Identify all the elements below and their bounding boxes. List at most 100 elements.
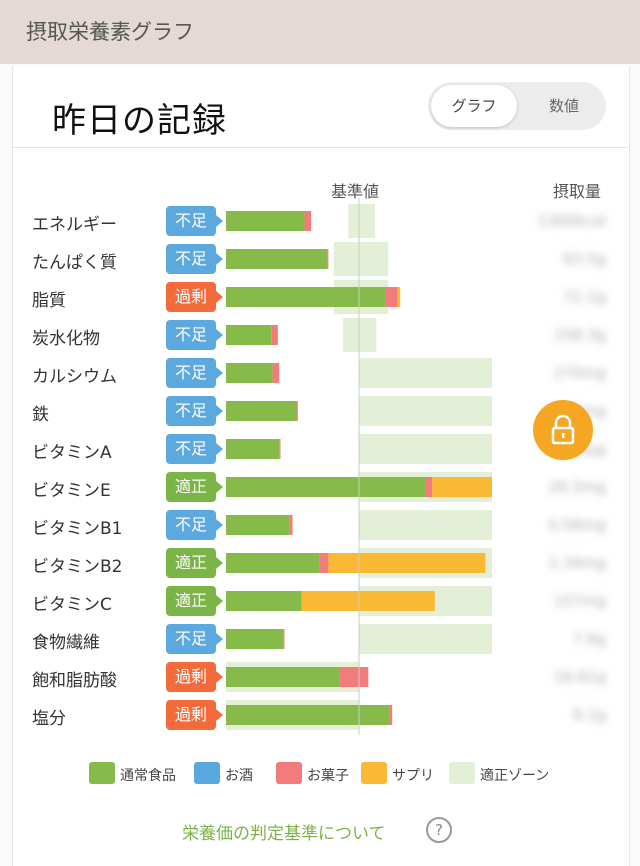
sweets-bar [272,363,280,383]
status-badge: 過剰 [166,662,223,692]
status-badge: 過剰 [166,700,223,730]
legend-swatch [89,762,115,784]
page-title: 摂取栄養素グラフ [26,20,194,44]
intake-amount: 72.1g [563,288,606,306]
nutrient-label: 脂質 [32,291,66,311]
reference-header: 基準値 [331,182,380,201]
status-badge: 不足 [166,434,223,464]
normal-food-bar [226,401,297,421]
legend-label: 適正ゾーン [480,768,550,784]
status-badge: 適正 [166,586,223,616]
status-badge: 不足 [166,244,223,274]
nutrient-label: 飽和脂肪酸 [32,671,117,691]
intake-amount: 8.1g [572,706,606,724]
zone-bar [359,434,492,464]
legend-swatch [194,762,220,784]
sweets-bar [327,249,329,269]
zone-bar [359,510,492,540]
legend-swatch [361,762,387,784]
sweets-bar [283,629,285,649]
tab-graph[interactable]: グラフ [431,85,517,127]
sweets-bar [289,515,293,535]
normal-food-bar [226,515,290,535]
lock-button[interactable] [533,400,593,460]
nutrient-label: エネルギー [32,215,117,235]
normal-food-bar [226,477,426,497]
view-toggle: グラフ 数値 [428,82,606,130]
intake-amount: 270mg [553,364,606,382]
normal-food-bar [226,553,320,573]
status-badge: 適正 [166,548,223,578]
nutrient-label: ビタミンE [32,481,111,501]
status-badge: 不足 [166,206,223,236]
intake-amount: 63.5g [563,250,606,268]
nutrient-label: 塩分 [32,709,66,729]
sweets-bar [339,667,369,687]
content-card [12,66,630,866]
status-badge: 不足 [166,510,223,540]
intake-amount: 7.6g [572,630,606,648]
supplement-bar [432,477,492,497]
zone-bar [333,242,389,276]
legend-label: お菓子 [307,768,349,784]
nutrient-label: カルシウム [32,367,117,387]
intake-amount: 158.3g [553,326,606,344]
nutrient-label: ビタミンA [32,443,112,463]
intake-amount: 2.34mg [548,554,606,572]
intake-amount: 157mg [553,592,606,610]
nutrient-label: ビタミンB1 [32,519,123,539]
sweets-bar [389,705,393,725]
help-icon[interactable]: ? [426,817,452,843]
divider [12,147,628,148]
zone-bar [359,358,492,388]
normal-food-bar [226,363,273,383]
nutrient-label: ビタミンC [32,595,112,615]
intake-amount: 0.56mg [548,516,606,534]
tab-values[interactable]: 数値 [548,97,579,115]
supplement-bar [328,553,486,573]
nutrient-label: 炭水化物 [32,329,100,349]
status-badge: 不足 [166,396,223,426]
section-title: 昨日の記録 [52,101,227,141]
normal-food-bar [226,211,305,231]
legend-label: サプリ [392,768,434,784]
nutrient-label: 食物繊維 [32,633,100,653]
status-badge: 過剰 [166,282,223,312]
normal-food-bar [226,439,280,459]
normal-food-bar [226,667,340,687]
normal-food-bar [226,325,272,345]
status-badge: 適正 [166,472,223,502]
supplement-bar [301,591,435,611]
intake-amount: 26.5mg [548,478,606,496]
nutrient-label: たんぱく質 [32,253,117,273]
intake-amount: 16.81g [553,668,606,686]
status-badge: 不足 [166,320,223,350]
zone-bar [348,204,375,238]
sweets-bar [271,325,278,345]
zone-bar [359,624,492,654]
normal-food-bar [226,249,328,269]
status-badge: 不足 [166,624,223,654]
sweets-bar [385,287,398,307]
normal-food-bar [226,705,390,725]
intake-header: 摂取量 [553,182,602,201]
intake-amount: 1300kcal [537,212,606,230]
legend-label: 通常食品 [120,768,176,784]
normal-food-bar [226,591,302,611]
supplement-bar [397,287,401,307]
criteria-link[interactable]: 栄養価の判定基準について [182,824,386,844]
legend-swatch [276,762,302,784]
nutrient-label: ビタミンB2 [32,557,123,577]
sweets-bar [296,401,298,421]
legend-swatch [449,762,475,784]
zone-bar [343,318,377,352]
legend-label: お酒 [225,768,253,784]
lock-icon [551,414,575,445]
normal-food-bar [226,629,284,649]
zone-bar [359,396,492,426]
app-header: 摂取栄養素グラフ [0,0,640,64]
nutrient-label: 鉄 [32,405,49,425]
sweets-bar [279,439,281,459]
sweets-bar [425,477,433,497]
